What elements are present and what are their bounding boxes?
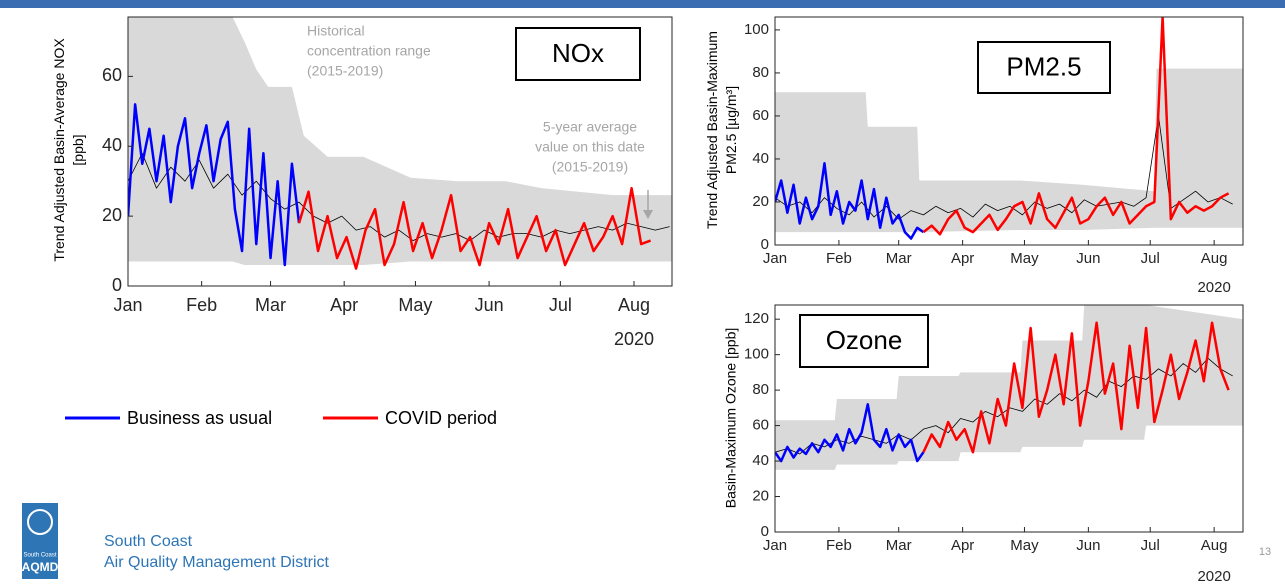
y-tick-label: 0 (112, 275, 122, 295)
y-tick-label: 80 (752, 64, 769, 81)
y-tick-label: 0 (761, 236, 769, 253)
y-tick-label: 40 (102, 135, 122, 155)
range-band (128, 17, 672, 266)
plot-frame (774, 16, 1244, 246)
annotation: 5-year average (543, 119, 637, 135)
plot-frame (127, 16, 673, 287)
y-tick-label: 80 (752, 381, 769, 398)
x-tick-label: Jan (763, 537, 787, 554)
x-tick-label: Mar (255, 295, 286, 315)
x-tick-label: Apr (330, 295, 358, 315)
y-axis-label: PM2.5 [µg/m³] (723, 86, 739, 174)
x-tick-label: Apr (951, 250, 974, 267)
x-tick-label: Jun (475, 295, 504, 315)
y-tick-label: 20 (102, 205, 122, 225)
x-tick-label: Aug (1201, 250, 1228, 267)
x-tick-label: Aug (1201, 537, 1228, 554)
x-year-label: 2020 (614, 329, 654, 349)
annotation: concentration range (307, 43, 431, 59)
data-line (775, 357, 1233, 455)
x-year-label: 2020 (1197, 568, 1230, 584)
y-axis-label: Trend Adjusted Basin-Maximum (704, 31, 720, 229)
logo (22, 503, 58, 579)
annotation: (2015-2019) (552, 159, 628, 175)
x-tick-label: Jan (113, 295, 142, 315)
organization: South Coast (104, 533, 193, 550)
title-box (799, 314, 929, 368)
range-band (775, 305, 1243, 470)
x-tick-label: Mar (886, 537, 912, 554)
x-year-label: 2020 (1197, 279, 1230, 296)
series-line (297, 186, 652, 270)
x-tick-label: Feb (826, 250, 852, 267)
logo-text: AQMD (22, 560, 59, 574)
logo-text: South Coast (23, 553, 56, 559)
x-tick-label: Aug (618, 295, 650, 315)
plot-frame (774, 304, 1244, 533)
title-box (515, 27, 641, 81)
data-line (922, 17, 1230, 236)
y-axis-label: Basin-Maximum Ozone [ppb] (723, 328, 739, 509)
chart-title: PM2.5 (1006, 51, 1081, 81)
annotation: (2015-2019) (307, 63, 383, 79)
x-tick-label: Jun (1076, 250, 1100, 267)
data-line (775, 403, 925, 463)
y-tick-label: 40 (752, 452, 769, 469)
organization: Air Quality Management District (104, 554, 330, 571)
x-tick-label: Jun (1076, 537, 1100, 554)
y-tick-label: 20 (752, 193, 769, 210)
y-tick-label: 60 (102, 65, 122, 85)
annotation-arrowhead (643, 210, 653, 219)
x-tick-label: Jul (549, 295, 572, 315)
title-box (977, 41, 1111, 94)
data-line (775, 162, 925, 240)
x-tick-label: Feb (186, 295, 217, 315)
chart-title: Ozone (826, 325, 903, 355)
x-tick-label: May (1010, 250, 1039, 267)
data-line (922, 321, 1230, 454)
y-tick-label: 60 (752, 107, 769, 124)
annotation: value on this date (535, 139, 645, 155)
annotation: Historical (307, 23, 365, 39)
y-axis-label: Trend Adjusted Basin-Average NOX (51, 38, 67, 262)
y-axis-label: [ppb] (70, 134, 86, 165)
logo-emblem (27, 509, 53, 535)
series-line (128, 103, 301, 267)
x-tick-label: Jan (763, 250, 787, 267)
y-tick-label: 100 (744, 21, 769, 38)
x-tick-label: Jul (1141, 250, 1160, 267)
x-tick-label: May (1010, 537, 1039, 554)
x-tick-label: Jul (1141, 537, 1160, 554)
y-tick-label: 120 (744, 310, 769, 327)
y-tick-label: 0 (761, 523, 769, 540)
y-tick-label: 60 (752, 417, 769, 434)
legend-label: Business as usual (127, 408, 272, 428)
legend-label: COVID period (385, 408, 497, 428)
page-number: 13 (1259, 546, 1271, 558)
top-bar (0, 0, 1285, 8)
x-tick-label: Feb (826, 537, 852, 554)
y-tick-label: 40 (752, 150, 769, 167)
range-band (775, 68, 1243, 233)
x-tick-label: May (398, 295, 432, 315)
x-tick-label: Mar (886, 250, 912, 267)
chart-title: NOx (552, 38, 604, 68)
y-tick-label: 100 (744, 346, 769, 363)
x-tick-label: Apr (951, 537, 974, 554)
y-tick-label: 20 (752, 488, 769, 505)
